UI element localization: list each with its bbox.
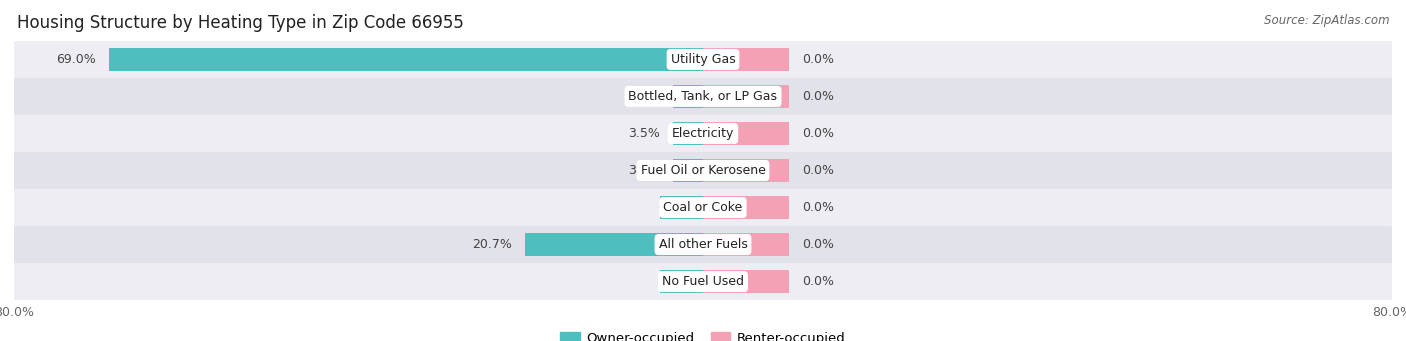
Bar [659,270,703,293]
Text: 3.5%: 3.5% [628,127,659,140]
Text: 0.0%: 0.0% [801,90,834,103]
Bar [703,233,789,256]
Text: 0.0%: 0.0% [801,53,834,66]
Text: 0.0%: 0.0% [801,238,834,251]
Text: Source: ZipAtlas.com: Source: ZipAtlas.com [1264,14,1389,27]
FancyBboxPatch shape [14,41,1392,78]
Text: 0.0%: 0.0% [658,201,690,214]
FancyBboxPatch shape [14,226,1392,263]
FancyBboxPatch shape [14,189,1392,226]
Bar [703,85,789,108]
FancyBboxPatch shape [14,78,1392,115]
Bar [673,85,703,108]
Bar [703,270,789,293]
Text: 20.7%: 20.7% [472,238,512,251]
Bar [703,159,789,182]
Bar [703,122,789,145]
FancyBboxPatch shape [14,115,1392,152]
Legend: Owner-occupied, Renter-occupied: Owner-occupied, Renter-occupied [555,327,851,341]
Text: 0.0%: 0.0% [658,275,690,288]
Text: 0.0%: 0.0% [801,275,834,288]
Text: 0.0%: 0.0% [801,201,834,214]
Bar [659,196,703,219]
Bar [524,233,703,256]
Text: 0.0%: 0.0% [801,164,834,177]
Text: Coal or Coke: Coal or Coke [664,201,742,214]
Text: 3.5%: 3.5% [628,90,659,103]
Text: Fuel Oil or Kerosene: Fuel Oil or Kerosene [641,164,765,177]
Bar [673,122,703,145]
Text: 3.5%: 3.5% [628,164,659,177]
Bar [108,48,703,71]
Text: 69.0%: 69.0% [56,53,96,66]
Bar [703,48,789,71]
Text: Housing Structure by Heating Type in Zip Code 66955: Housing Structure by Heating Type in Zip… [17,14,464,32]
Bar [703,196,789,219]
Bar [673,159,703,182]
Text: Electricity: Electricity [672,127,734,140]
FancyBboxPatch shape [14,152,1392,189]
Text: No Fuel Used: No Fuel Used [662,275,744,288]
Text: 0.0%: 0.0% [801,127,834,140]
Text: All other Fuels: All other Fuels [658,238,748,251]
Text: Bottled, Tank, or LP Gas: Bottled, Tank, or LP Gas [628,90,778,103]
Text: Utility Gas: Utility Gas [671,53,735,66]
FancyBboxPatch shape [14,263,1392,300]
